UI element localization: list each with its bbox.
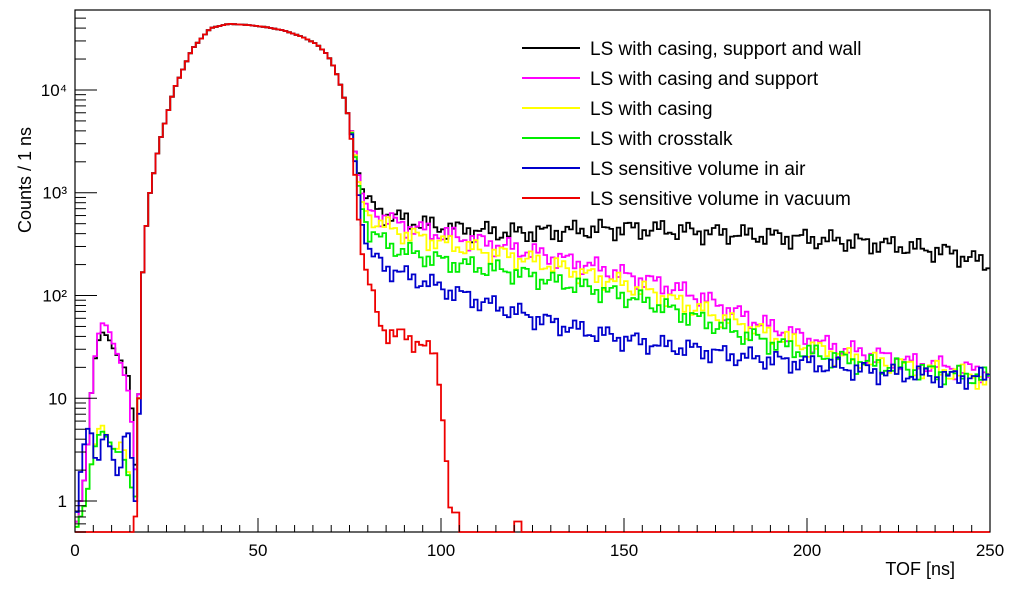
legend-label: LS with casing	[590, 99, 713, 120]
y-tick-label: 10	[48, 389, 67, 408]
x-tick-label: 100	[427, 541, 455, 560]
x-tick-label: 50	[249, 541, 268, 560]
series-layer	[75, 23, 990, 533]
x-tick-label: 200	[793, 541, 821, 560]
ticks-layer: 0 50 100 150 200 250 1 10 10² 10³ 10⁴	[41, 9, 1004, 560]
x-tick-label: 150	[610, 541, 638, 560]
legend-label: LS with casing and support	[590, 69, 819, 90]
legend-label: LS with casing, support and wall	[590, 39, 861, 60]
y-tick-label: 10³	[42, 184, 67, 203]
plot-frame	[74, 9, 991, 533]
x-tick-label: 0	[70, 541, 79, 560]
x-tick-label: 250	[976, 541, 1004, 560]
y-tick-label: 10⁴	[41, 81, 67, 100]
legend-label: LS sensitive volume in vacuum	[590, 189, 851, 210]
legend-label: LS with crosstalk	[590, 129, 733, 150]
y-tick-label: 1	[58, 492, 67, 511]
series-6-line	[75, 23, 990, 533]
y-tick-label: 10²	[42, 287, 67, 306]
legend-label: LS sensitive volume in air	[590, 159, 806, 180]
legend: LS with casing, support and wall LS with …	[522, 39, 861, 210]
x-axis-title: TOF [ns]	[885, 559, 955, 579]
y-axis-title: Counts / 1 ns	[15, 127, 35, 233]
